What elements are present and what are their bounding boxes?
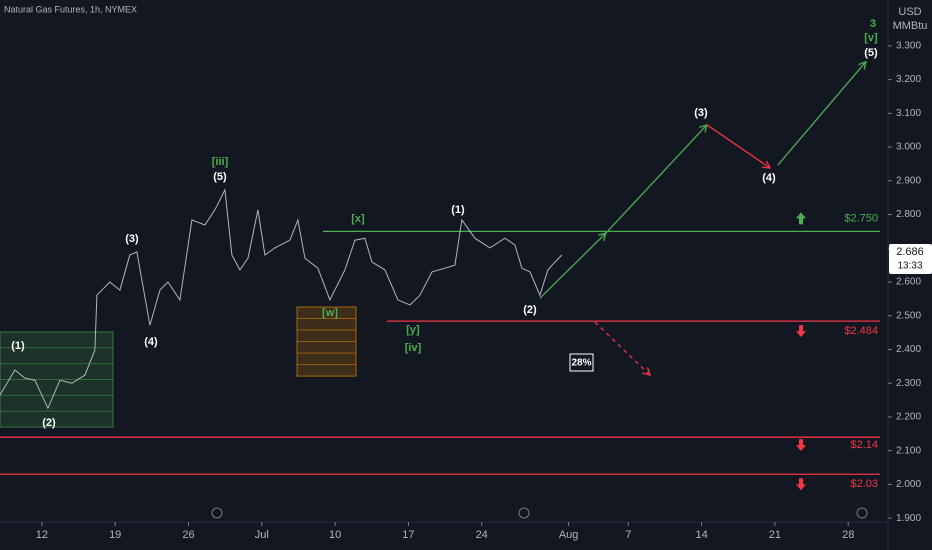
y-tick-label: 3.200	[896, 74, 921, 85]
replay-icons	[211, 507, 868, 519]
x-tick-label: 7	[625, 529, 631, 541]
wave-label: [x]	[351, 213, 365, 225]
wave-label: [iii]	[212, 156, 229, 168]
y-tick-label: 1.900	[896, 513, 921, 524]
y-tick-label: 2.400	[896, 344, 921, 355]
wave-label: (4)	[762, 172, 776, 184]
x-tick-label: 17	[402, 529, 414, 541]
level-arrow	[796, 439, 806, 452]
wave-label: (2)	[42, 417, 56, 429]
x-tick-label: Aug	[559, 529, 579, 541]
unit: MMBtu	[893, 20, 928, 32]
currency: USD	[898, 6, 921, 18]
x-tick-label: 19	[109, 529, 121, 541]
projection-arrowhead	[642, 367, 651, 377]
level-label: $2.484	[844, 325, 878, 337]
projection-arrowhead	[858, 60, 867, 70]
y-tick-label: 2.900	[896, 175, 921, 186]
zone	[296, 306, 357, 377]
x-tick-label: 10	[329, 529, 341, 541]
projection	[539, 232, 607, 299]
wave-label: [w]	[322, 307, 338, 319]
x-tick-label: Jul	[255, 529, 269, 541]
projection-arrowhead	[761, 160, 772, 169]
x-tick-label: 12	[36, 529, 48, 541]
level-arrow	[796, 478, 806, 491]
icon	[856, 507, 868, 519]
level-label: $2.750	[844, 212, 878, 224]
wave-label: [y]	[406, 324, 420, 336]
y-tick-label: 3.300	[896, 41, 921, 52]
wave-label: [iv]	[405, 342, 422, 354]
wave-label: (5)	[864, 47, 878, 59]
level-arrow	[796, 212, 806, 225]
level-label: $2.14	[850, 439, 878, 451]
probability-label: 28%	[571, 358, 591, 369]
icon	[518, 507, 530, 519]
zone	[0, 331, 114, 428]
wave-label: (1)	[451, 204, 465, 216]
y-tick-label: 2.100	[896, 445, 921, 456]
y-tick-label: 2.200	[896, 412, 921, 423]
last-price-tag	[889, 243, 932, 274]
x-tick-label: 24	[476, 529, 488, 541]
wave-label: (2)	[523, 304, 537, 316]
icon	[211, 507, 223, 519]
wave-label: (4)	[144, 336, 158, 348]
y-tick-label: 2.000	[896, 479, 921, 490]
wave-label: (5)	[213, 171, 227, 183]
wave-label: [v]	[864, 32, 878, 44]
x-tick-label: 26	[182, 529, 194, 541]
wave-label: (3)	[694, 107, 708, 119]
y-tick-label: 3.000	[896, 142, 921, 153]
level-label: $2.03	[850, 478, 878, 490]
y-tick-label: 2.500	[896, 310, 921, 321]
last-price-label: 2.686	[896, 246, 924, 258]
projection	[777, 61, 867, 166]
chart-title: Natural Gas Futures, 1h, NYMEX	[4, 4, 137, 14]
wave-label: (3)	[125, 233, 139, 245]
countdown-label: 13:33	[897, 261, 922, 272]
y-tick-label: 2.800	[896, 209, 921, 220]
wave-label: 3	[870, 18, 876, 30]
x-tick-label: 28	[842, 529, 854, 541]
x-tick-label: 21	[769, 529, 781, 541]
probability-box	[569, 353, 594, 372]
y-tick-label: 2.300	[896, 378, 921, 389]
level-arrow	[796, 325, 806, 338]
projection	[706, 124, 771, 169]
x-tick-label: 14	[695, 529, 707, 541]
projection	[605, 124, 708, 234]
price-line	[0, 188, 563, 410]
y-tick-label: 3.100	[896, 108, 921, 119]
wave-label: (1)	[11, 340, 25, 352]
y-tick-label: 2.600	[896, 277, 921, 288]
